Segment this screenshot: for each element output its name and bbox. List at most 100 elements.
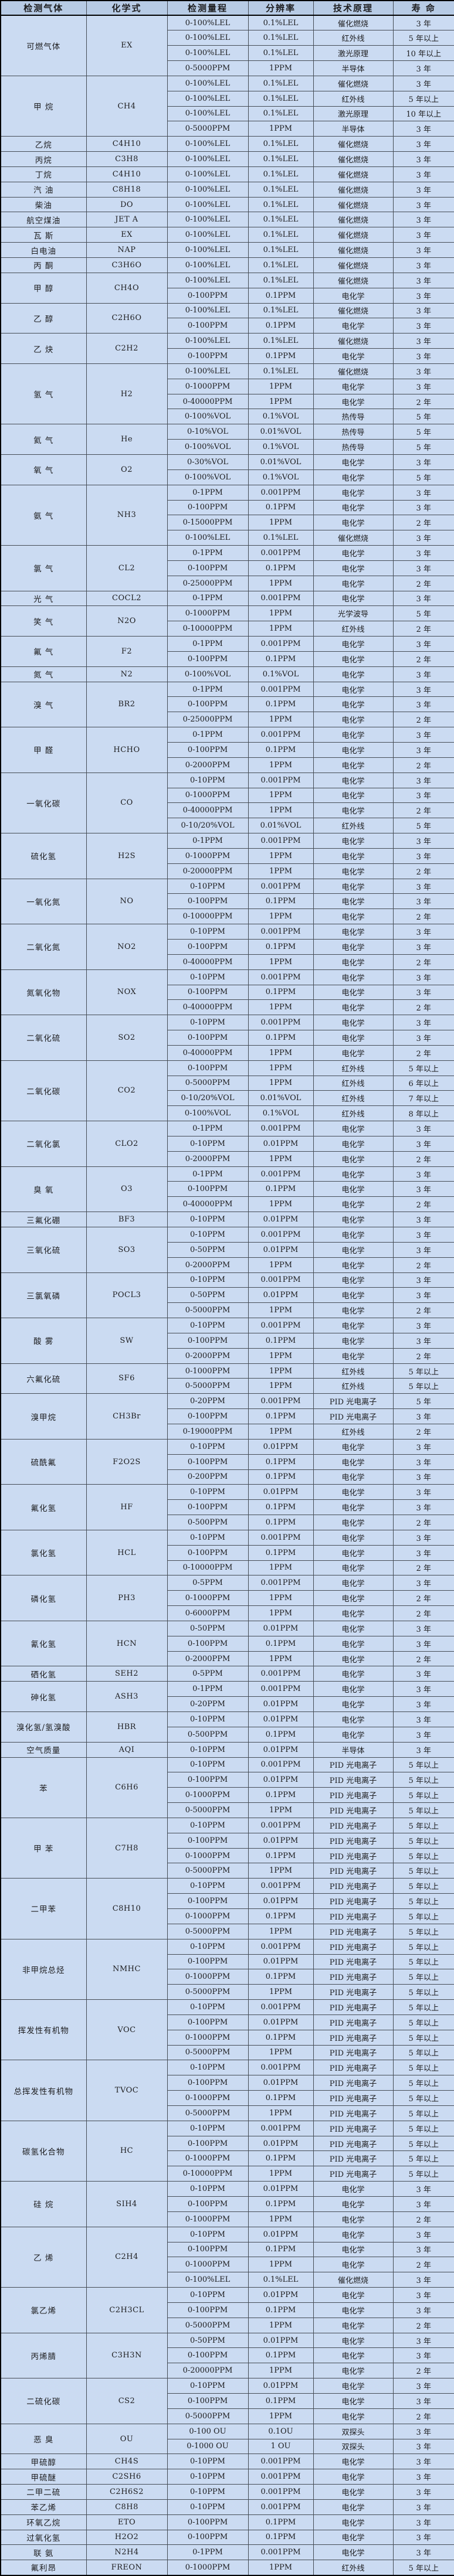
- range-cell: 0-100PPM: [167, 1893, 249, 1909]
- principle-cell: 电化学: [313, 1121, 394, 1136]
- range-cell: 0-100PPM: [167, 1060, 249, 1076]
- gas-name-cell: 过氧化氢: [0, 2529, 87, 2546]
- resolution-cell: 0.01PPM: [248, 2378, 314, 2394]
- life-cell: 3 年: [392, 227, 454, 243]
- life-cell: 5 年以上: [392, 2105, 454, 2121]
- range-cell: 0-5000PPM: [167, 2044, 249, 2061]
- table-row: 0-5000PPM 1PPM PID 光电离子 5 年以上: [1, 2044, 454, 2061]
- gas-name-cell: 乙 烯: [0, 2226, 87, 2288]
- range-cell: 0-10PPM: [167, 2120, 249, 2136]
- gas-name-cell: 二甲苯: [0, 1878, 87, 1939]
- range-cell: 0-1000PPM: [167, 2257, 249, 2273]
- range-cell: 0-10PPM: [167, 1272, 249, 1288]
- life-cell: 3 年: [392, 196, 454, 213]
- gas-name-cell: 砷化氢: [0, 1681, 87, 1712]
- principle-cell: 电化学: [313, 1726, 394, 1743]
- resolution-cell: 0.001PPM: [248, 2484, 314, 2500]
- range-cell: 0-100PPM: [167, 318, 249, 334]
- table-row: 氮氧化物 NOX 0-10PPM 0.001PPM 电化学 3 年: [0, 969, 454, 1016]
- life-cell: 3 年: [392, 15, 454, 31]
- formula-cell: FREON: [86, 2560, 168, 2576]
- gas-name-cell: 氟化氢: [0, 1484, 87, 1530]
- table-row: 0-5000PPM 1PPM PID 光电离子 5 年以上: [1, 1923, 454, 1939]
- resolution-cell: 0.1PPM: [248, 2090, 314, 2106]
- table-row: 0-5000PPM 1PPM 电化学 2 年: [1, 2408, 454, 2424]
- formula-cell: C3H6O: [86, 257, 168, 273]
- range-cell: 0-1PPM: [167, 484, 249, 501]
- resolution-cell: 0.01PPM: [248, 1212, 314, 1227]
- principle-cell: 催化燃烧: [313, 363, 394, 379]
- table-row: 甲硫醚 C2SH6 0-10PPM 0.001PPM 电化学 3 年: [0, 2469, 454, 2485]
- resolution-cell: 1PPM: [248, 1590, 314, 1607]
- resolution-cell: 0.01PPM: [248, 1241, 314, 1258]
- resolution-cell: 0.01PPM: [248, 2075, 314, 2091]
- principle-cell: 红外线: [313, 1105, 394, 1122]
- formula-cell: NOX: [86, 969, 168, 1016]
- range-cell: 0-100%LEL: [167, 136, 249, 152]
- life-cell: 3 年: [392, 636, 454, 652]
- range-cell: 0-10000PPM: [167, 1560, 249, 1576]
- principle-cell: PID 光电离子: [313, 1923, 394, 1939]
- resolution-cell: 0.01%VOL: [248, 454, 314, 470]
- formula-cell: NO2: [86, 924, 168, 970]
- table-row: 航空煤油 JET A 0-100%LEL 0.1%LEL 催化燃烧 3 年: [0, 212, 454, 228]
- life-cell: 2 年: [392, 999, 454, 1016]
- range-cell: 0-10PPM: [167, 2287, 249, 2303]
- formula-cell: F2O2S: [86, 1438, 168, 1485]
- resolution-cell: 0.1%LEL: [248, 302, 314, 319]
- life-cell: 5 年以上: [392, 2090, 454, 2106]
- resolution-cell: 1PPM: [248, 2408, 314, 2424]
- resolution-cell: 1PPM: [248, 1044, 314, 1061]
- resolution-cell: 0.001PPM: [248, 1166, 314, 1182]
- resolution-cell: 1PPM: [248, 2044, 314, 2061]
- principle-cell: 电化学: [313, 727, 394, 743]
- principle-cell: PID 光电离子: [313, 1757, 394, 1773]
- principle-cell: PID 光电离子: [313, 2166, 394, 2182]
- resolution-cell: 0.01PPM: [248, 1954, 314, 1970]
- range-cell: 0-1000PPM: [167, 1847, 249, 1864]
- principle-cell: 电化学: [313, 1666, 394, 1682]
- resolution-cell: 0.001PPM: [248, 2060, 314, 2076]
- range-cell: 0-2000PPM: [167, 1257, 249, 1273]
- formula-cell: CLO2: [86, 1121, 168, 1167]
- range-cell: 0-100%LEL: [167, 15, 249, 31]
- principle-cell: 红外线: [313, 1423, 394, 1440]
- life-cell: 3 年: [392, 1454, 454, 1470]
- principle-cell: 电化学: [313, 2454, 394, 2470]
- principle-cell: 电化学: [313, 1166, 394, 1182]
- gas-name-cell: 溴甲烷: [0, 1393, 87, 1440]
- life-cell: 3 年: [392, 181, 454, 198]
- table-row: 0-100PPM 0.1PPM 电化学 3 年: [1, 560, 454, 576]
- life-cell: 5 年以上: [392, 2135, 454, 2152]
- life-cell: 3 年: [392, 727, 454, 743]
- life-cell: 2 年: [392, 1196, 454, 1213]
- resolution-cell: 1PPM: [248, 1302, 314, 1319]
- life-cell: 3 年: [392, 333, 454, 349]
- range-cell: 0-100%LEL: [167, 333, 249, 349]
- table-row: 二氧化碳 CO2 0-100PPM 1PPM 红外线 5 年以上: [0, 1060, 454, 1122]
- gas-name-cell: 丙烯腈: [0, 2332, 87, 2379]
- formula-cell: CO2: [86, 1060, 168, 1122]
- range-cell: 0-10/20%VOL: [167, 818, 249, 834]
- gas-name-cell: 丁烷: [0, 166, 87, 182]
- life-cell: 3 年: [392, 848, 454, 864]
- formula-cell: NMHC: [86, 1938, 168, 2000]
- resolution-cell: 0.1%LEL: [248, 530, 314, 546]
- principle-cell: PID 光电离子: [313, 1863, 394, 1879]
- range-cell: 0-500PPM: [167, 1515, 249, 1530]
- range-cell: 0-10PPM: [167, 2454, 249, 2470]
- life-cell: 3 年: [392, 499, 454, 516]
- life-cell: 2 年: [392, 712, 454, 728]
- table-row: 0-1000PPM 1PPM 电化学 2 年: [1, 2257, 454, 2273]
- life-cell: 5 年以上: [392, 1908, 454, 1924]
- principle-cell: 电化学: [313, 1544, 394, 1561]
- life-cell: 3 年: [392, 1529, 454, 1546]
- range-cell: 0-100PPM: [167, 2075, 249, 2091]
- table-row: 0-100PPM 0.1PPM 电化学 3 年: [1, 1499, 454, 1516]
- gas-name-cell: 三氯氧磷: [0, 1272, 87, 1319]
- table-row: 0-40000PPM 1PPM 电化学 2 年: [1, 1196, 454, 1213]
- life-cell: 3 年: [392, 348, 454, 364]
- formula-cell: BF3: [86, 1212, 168, 1227]
- table-row: 0-1000PPM 1PPM 电化学 3 年: [1, 378, 454, 394]
- resolution-cell: 0.1%VOL: [248, 1105, 314, 1122]
